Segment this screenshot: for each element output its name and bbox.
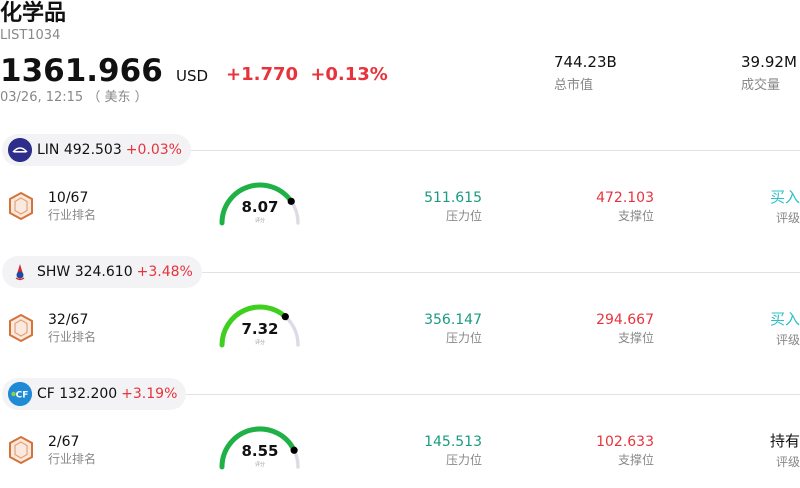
cf-industries-logo-icon: CF bbox=[8, 382, 32, 406]
rating-label: 评级 bbox=[775, 211, 800, 225]
rating-label: 评级 bbox=[775, 455, 800, 469]
svg-text:CF: CF bbox=[16, 391, 29, 401]
score-gauge bbox=[219, 426, 300, 470]
stock-card[interactable]: SHW 324.610 +3.48% 32/67 行业排名 7.32 评分 35… bbox=[0, 256, 800, 378]
linde-logo-icon bbox=[8, 138, 32, 162]
support-label: 支撑位 bbox=[617, 331, 654, 345]
score-gauge bbox=[219, 304, 300, 348]
industry-rank-value: 2/67 bbox=[48, 434, 80, 450]
score-value: 8.55 bbox=[241, 442, 279, 460]
list-code: LIST1034 bbox=[0, 28, 61, 43]
price-change-value: +1.770 bbox=[226, 64, 299, 85]
industry-rank-value: 32/67 bbox=[48, 312, 89, 328]
stock-ticker-price: SHW 324.610 bbox=[37, 264, 133, 280]
divider bbox=[180, 272, 800, 273]
resistance-label: 压力位 bbox=[445, 331, 482, 345]
support-label: 支撑位 bbox=[617, 209, 654, 223]
resistance-value: 511.615 bbox=[424, 190, 482, 206]
rank-badge-icon bbox=[8, 313, 34, 343]
stock-ticker-price: LIN 492.503 bbox=[37, 142, 122, 158]
market-cap-label: 总市值 bbox=[554, 78, 594, 93]
rating-value[interactable]: 持有 bbox=[769, 432, 800, 450]
score-label: 评分 bbox=[254, 340, 265, 346]
rating-label: 评级 bbox=[775, 333, 800, 347]
stock-card[interactable]: CF CF 132.200 +3.19% 2/67 行业排名 8.55 评分 1… bbox=[0, 378, 800, 488]
volume-value: 39.92M bbox=[741, 53, 797, 71]
support-label: 支撑位 bbox=[617, 453, 654, 467]
stock-change-percent: +3.48% bbox=[136, 264, 193, 280]
stock-chip[interactable]: SHW 324.610 +3.48% bbox=[2, 256, 202, 288]
stock-change-percent: +3.19% bbox=[121, 386, 178, 402]
resistance-value: 145.513 bbox=[424, 434, 482, 450]
stock-ticker-price: CF 132.200 bbox=[37, 386, 118, 402]
price-change-percent: +0.13% bbox=[310, 64, 388, 85]
industry-rank-label: 行业排名 bbox=[48, 330, 97, 344]
score-value: 8.07 bbox=[241, 198, 279, 216]
score-gauge bbox=[219, 182, 300, 226]
currency-label: USD bbox=[176, 67, 209, 85]
market-cap-value: 744.23B bbox=[554, 53, 617, 71]
resistance-label: 压力位 bbox=[445, 209, 482, 223]
support-value: 294.667 bbox=[596, 312, 654, 328]
resistance-label: 压力位 bbox=[445, 453, 482, 467]
industry-rank-label: 行业排名 bbox=[48, 452, 97, 466]
rank-badge-icon bbox=[8, 435, 34, 465]
score-label: 评分 bbox=[254, 218, 265, 224]
rating-value[interactable]: 买入 bbox=[769, 310, 800, 328]
industry-rank-label: 行业排名 bbox=[48, 208, 97, 222]
volume-label: 成交量 bbox=[741, 78, 781, 93]
support-value: 102.633 bbox=[596, 434, 654, 450]
quote-timestamp: 03/26, 12:15 （ 美东 ） bbox=[0, 90, 148, 105]
page-title: 化学品 bbox=[0, 1, 67, 26]
score-value: 7.32 bbox=[241, 320, 279, 338]
divider bbox=[180, 150, 800, 151]
divider bbox=[180, 394, 800, 395]
stock-chip[interactable]: CF CF 132.200 +3.19% bbox=[2, 378, 187, 410]
support-value: 472.103 bbox=[596, 190, 654, 206]
stock-card[interactable]: LIN 492.503 +0.03% 10/67 行业排名 8.07 评分 51… bbox=[0, 134, 800, 256]
index-price: 1361.966 bbox=[0, 53, 163, 89]
score-label: 评分 bbox=[254, 462, 265, 468]
rating-value[interactable]: 买入 bbox=[769, 188, 800, 206]
price-change: +1.770 +0.13% bbox=[226, 64, 388, 86]
sherwin-williams-logo-icon bbox=[8, 260, 32, 284]
industry-rank-value: 10/67 bbox=[48, 190, 89, 206]
stock-chip[interactable]: LIN 492.503 +0.03% bbox=[2, 134, 191, 166]
rank-badge-icon bbox=[8, 191, 34, 221]
resistance-value: 356.147 bbox=[424, 312, 482, 328]
stock-change-percent: +0.03% bbox=[125, 142, 182, 158]
